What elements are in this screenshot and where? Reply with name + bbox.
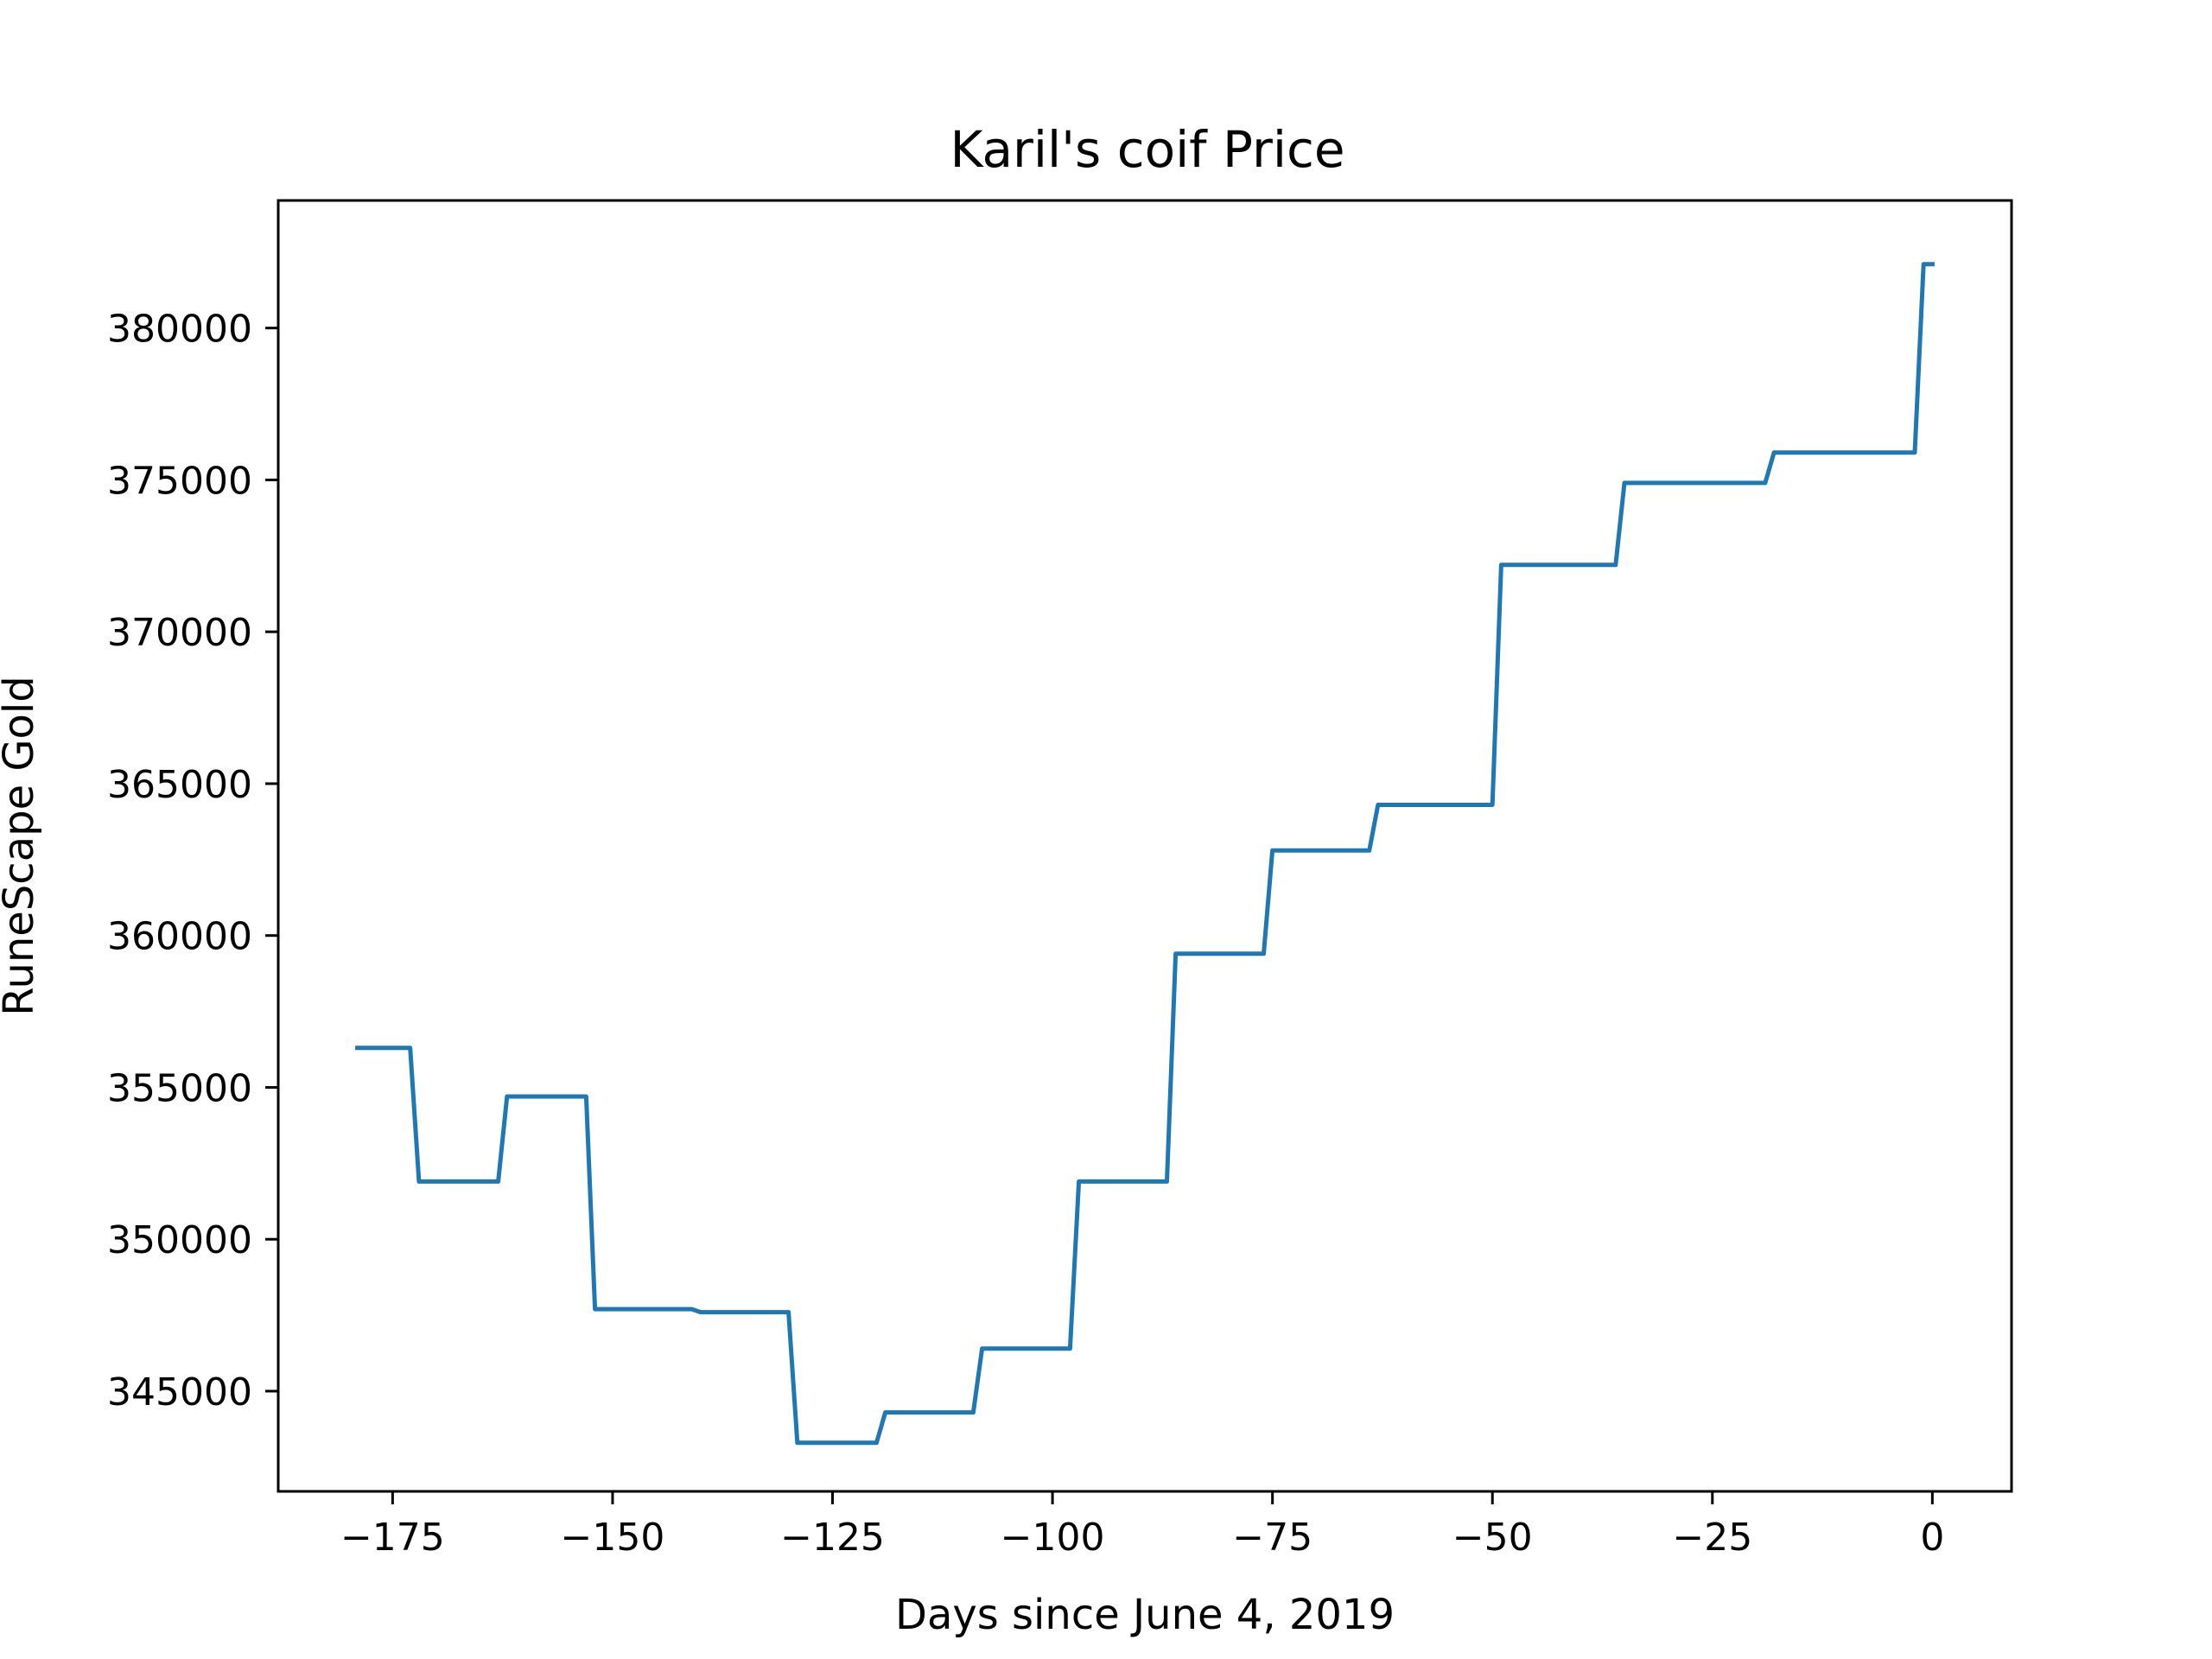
- chart-title: Karil's coif Price: [950, 120, 1344, 179]
- y-axis-title: RuneScape Gold: [0, 676, 43, 1015]
- x-tick-label: −175: [340, 1516, 445, 1560]
- x-tick-label: −75: [1232, 1516, 1313, 1560]
- x-tick-label: −50: [1452, 1516, 1533, 1560]
- x-tick-label: −150: [561, 1516, 665, 1560]
- y-tick-label: 365000: [107, 763, 252, 807]
- plot-frame: [276, 199, 2013, 1493]
- x-tick-label: −100: [1001, 1516, 1105, 1560]
- y-axis: 345000 350000 355000 360000 365000 370000 3750…: [107, 308, 278, 1414]
- series-layer: [355, 262, 1935, 1446]
- y-tick-label: 375000: [107, 459, 252, 503]
- y-tick-label: 360000: [107, 915, 252, 959]
- x-tick-label: −25: [1672, 1516, 1752, 1560]
- y-tick-label: 380000: [107, 308, 252, 352]
- x-tick-label: −125: [780, 1516, 885, 1560]
- x-axis-title: Days since June 4, 2019: [895, 1591, 1395, 1639]
- x-axis: −175 −150 −125 −100 −75 −50 −25 0: [340, 1491, 1944, 1560]
- y-tick-label: 350000: [107, 1218, 252, 1262]
- y-tick-label: 355000: [107, 1066, 252, 1110]
- series-line-0: [355, 262, 1935, 1446]
- y-tick-label: 345000: [107, 1370, 252, 1414]
- x-tick-label: 0: [1920, 1516, 1944, 1560]
- y-tick-label: 370000: [107, 611, 252, 655]
